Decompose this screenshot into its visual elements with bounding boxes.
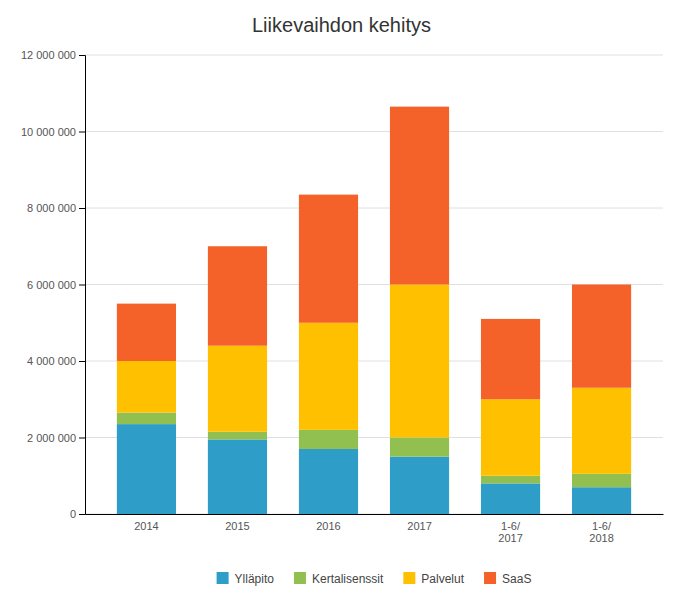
bar — [390, 107, 449, 285]
series — [117, 413, 631, 488]
x-tick-label-line: 2014 — [134, 520, 158, 532]
bar — [572, 388, 631, 474]
bar — [208, 432, 267, 440]
legend-swatch — [403, 572, 415, 584]
y-axis: 0 2 000 000 4 000 000 6 000 000 8 000 000 10 … — [21, 49, 86, 520]
bar — [117, 424, 176, 514]
legend-swatch — [484, 572, 496, 584]
bar — [390, 438, 449, 457]
bar — [390, 457, 449, 514]
y-tick: 12 000 000 — [21, 49, 85, 61]
grid-line — [85, 55, 663, 56]
series — [117, 424, 631, 514]
y-tick: 6 000 000 — [27, 279, 85, 291]
x-tick: 1-6/2017 — [498, 520, 522, 545]
y-tick-mark — [79, 438, 85, 439]
x-tick-label: 1-6/2017 — [498, 520, 522, 545]
legend-swatch — [217, 572, 229, 584]
x-tick-label-line: 1-6/ — [592, 520, 612, 532]
y-tick-mark — [79, 361, 85, 362]
x-tick-label-line: 2016 — [316, 520, 340, 532]
bar — [481, 476, 540, 484]
bar — [117, 304, 176, 361]
bar — [390, 285, 449, 438]
bar — [481, 399, 540, 476]
y-tick-label: 8 000 000 — [27, 202, 76, 214]
grid-line — [85, 131, 663, 132]
x-axis: 20142015201620171-6/20171-6/2018 — [86, 515, 664, 545]
grid — [85, 55, 663, 514]
legend-item: Ylläpito — [217, 572, 275, 586]
y-tick-mark — [79, 514, 85, 515]
legend-item: Palvelut — [403, 572, 464, 586]
series — [117, 285, 631, 476]
y-tick-label: 0 — [70, 508, 76, 520]
y-axis-line — [79, 56, 86, 515]
x-tick: 1-6/2018 — [589, 520, 613, 545]
y-tick: 8 000 000 — [27, 202, 85, 214]
y-tick-mark — [79, 208, 85, 209]
bar — [117, 361, 176, 413]
grid-line — [85, 208, 663, 209]
x-tick: 2015 — [225, 520, 249, 532]
chart: Liikevaihdon kehitys 0 2 000 000 4 000 000 6… — [0, 0, 683, 604]
bar — [572, 487, 631, 514]
bar — [572, 285, 631, 388]
x-tick-label-line: 2017 — [407, 520, 431, 532]
legend-label: Palvelut — [421, 572, 464, 586]
bar — [299, 323, 358, 430]
y-tick-mark — [79, 55, 85, 56]
y-tick: 4 000 000 — [27, 355, 85, 367]
x-tick: 2016 — [316, 520, 340, 532]
bar — [572, 474, 631, 487]
y-tick-label: 10 000 000 — [21, 126, 76, 138]
y-tick-label: 2 000 000 — [27, 432, 76, 444]
bar — [481, 483, 540, 514]
x-tick-label: 2017 — [407, 520, 431, 532]
y-tick: 0 — [70, 508, 85, 520]
legend-label: Kertalisenssit — [312, 572, 384, 586]
bar — [117, 413, 176, 424]
legend-swatch — [294, 572, 306, 584]
bar — [481, 319, 540, 399]
x-tick-label-line: 2017 — [498, 532, 522, 544]
bar — [299, 449, 358, 514]
y-tick: 2 000 000 — [27, 432, 85, 444]
bars — [117, 107, 631, 514]
x-tick: 2017 — [407, 520, 431, 532]
bar — [299, 430, 358, 449]
x-tick-label: 1-6/2018 — [589, 520, 613, 545]
bar — [208, 439, 267, 514]
y-tick: 10 000 000 — [21, 126, 85, 138]
plot: 0 2 000 000 4 000 000 6 000 000 8 000 000 10 … — [21, 49, 664, 544]
legend-label: SaaS — [502, 572, 531, 586]
bar — [299, 195, 358, 323]
x-tick-label: 2015 — [225, 520, 249, 532]
y-tick-label: 4 000 000 — [27, 355, 76, 367]
x-tick-label: 2014 — [134, 520, 158, 532]
bar — [208, 346, 267, 432]
legend-item: Kertalisenssit — [294, 572, 384, 586]
y-tick-label: 6 000 000 — [27, 279, 76, 291]
title: Liikevaihdon kehitys — [252, 14, 431, 36]
x-tick-label: 2016 — [316, 520, 340, 532]
legend-item: SaaS — [484, 572, 531, 586]
y-tick-label: 12 000 000 — [21, 49, 76, 61]
x-tick: 2014 — [134, 520, 158, 532]
y-tick-mark — [79, 132, 85, 133]
x-tick-label-line: 2015 — [225, 520, 249, 532]
x-axis-line — [86, 514, 664, 515]
legend: Ylläpito Kertalisenssit Palvelut SaaS — [217, 572, 532, 586]
series — [117, 107, 631, 400]
x-tick-label-line: 1-6/ — [501, 520, 521, 532]
legend-label: Ylläpito — [235, 572, 275, 586]
bar — [208, 246, 267, 345]
y-tick-mark — [79, 285, 85, 286]
x-tick-label-line: 2018 — [589, 532, 613, 544]
